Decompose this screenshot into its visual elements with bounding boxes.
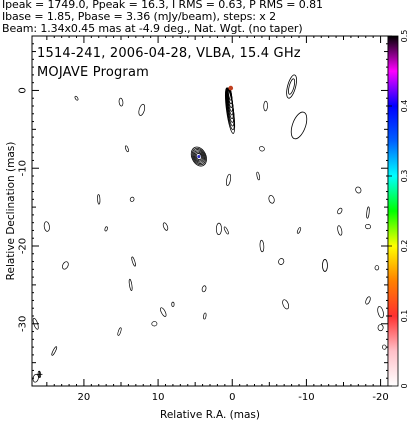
- core-peak-mark: [228, 85, 234, 91]
- noise-contour: [32, 317, 39, 330]
- noise-contour: [337, 225, 343, 236]
- extension-contour: [322, 259, 328, 272]
- noise-contour: [268, 195, 275, 204]
- y-tick-label: -20: [18, 238, 29, 254]
- noise-contour: [215, 222, 222, 236]
- extension-contour: [290, 111, 308, 140]
- noise-contour: [382, 344, 387, 350]
- noise-contour: [104, 226, 108, 232]
- noise-contour: [118, 97, 124, 107]
- stats-line-3: Beam: 1.34x0.45 mas at -4.9 deg., Nat. W…: [2, 22, 303, 35]
- noise-contour: [374, 265, 380, 271]
- colorbar-tick-label: 0.2: [400, 240, 409, 253]
- component-peak-mark: [197, 154, 201, 159]
- noise-contour: [278, 258, 285, 265]
- noise-contour: [296, 227, 302, 234]
- noise-contour: [365, 223, 371, 230]
- x-tick-label: 10: [152, 392, 165, 403]
- noise-contour: [160, 307, 167, 317]
- y-axis-label: Relative Declination (mas): [5, 142, 17, 281]
- noise-contour: [125, 145, 129, 153]
- noise-contour: [355, 186, 362, 194]
- colorbar-tick-label: 0: [400, 383, 409, 388]
- noise-contour: [171, 301, 175, 307]
- y-tick-label: 0: [18, 87, 29, 93]
- noise-contour: [138, 103, 146, 116]
- noise-contour: [162, 222, 169, 231]
- component-contour: [192, 149, 205, 164]
- noise-contour: [43, 221, 50, 232]
- x-tick-label: 20: [78, 392, 91, 403]
- noise-contour: [201, 285, 207, 293]
- stats-line-2: Ibase = 1.85, Pbase = 3.36 (mJy/beam), s…: [2, 10, 277, 23]
- y-tick-label: -30: [18, 316, 29, 332]
- noise-contour: [365, 296, 371, 305]
- colorbar-tick-label: 0.1: [400, 310, 409, 323]
- chart-subtitle: MOJAVE Program: [37, 65, 149, 80]
- colorbar-tick-label: 0.4: [400, 100, 409, 113]
- noise-contour: [151, 321, 158, 327]
- noise-contour: [74, 95, 79, 101]
- noise-contour: [259, 146, 265, 152]
- noise-contour: [377, 324, 384, 332]
- component-contour: [191, 147, 206, 166]
- noise-contour: [226, 173, 232, 186]
- noise-contour: [117, 327, 122, 336]
- component-contour: [194, 151, 203, 162]
- noise-contour: [256, 171, 260, 181]
- noise-contour: [97, 194, 101, 205]
- y-tick-label: -10: [18, 160, 29, 176]
- chart-title: 1514-241, 2006-04-28, VLBA, 15.4 GHz: [37, 46, 301, 61]
- plot-frame: [31, 35, 389, 387]
- x-tick-label: -20: [372, 392, 388, 403]
- noise-contour: [62, 261, 69, 270]
- colorbar: [387, 35, 399, 387]
- noise-contour: [223, 226, 229, 235]
- noise-contour: [263, 100, 268, 112]
- stats-line-1: Ipeak = 1749.0, Ppeak = 16.3, I RMS = 0.…: [2, 0, 323, 11]
- extension-contour: [286, 74, 297, 99]
- noise-contour: [131, 256, 136, 267]
- component-contour: [195, 153, 202, 161]
- noise-contour: [377, 306, 384, 319]
- noise-contour: [203, 312, 207, 320]
- x-axis-label: Relative R.A. (mas): [160, 409, 260, 421]
- colorbar-tick-label: 0.3: [400, 170, 409, 183]
- colorbar-tick-label: 0.5: [400, 30, 409, 43]
- noise-contour: [337, 207, 343, 215]
- x-tick-label: 0: [229, 392, 235, 403]
- extension-contour: [288, 78, 296, 95]
- component-contour: [190, 146, 207, 167]
- noise-contour: [259, 239, 265, 253]
- noise-contour: [128, 278, 133, 291]
- noise-contour: [366, 206, 370, 219]
- noise-contour: [282, 299, 290, 310]
- x-tick-label: -10: [298, 392, 314, 403]
- component-contour: [193, 150, 204, 163]
- noise-contour: [129, 196, 135, 202]
- noise-contour: [51, 346, 58, 356]
